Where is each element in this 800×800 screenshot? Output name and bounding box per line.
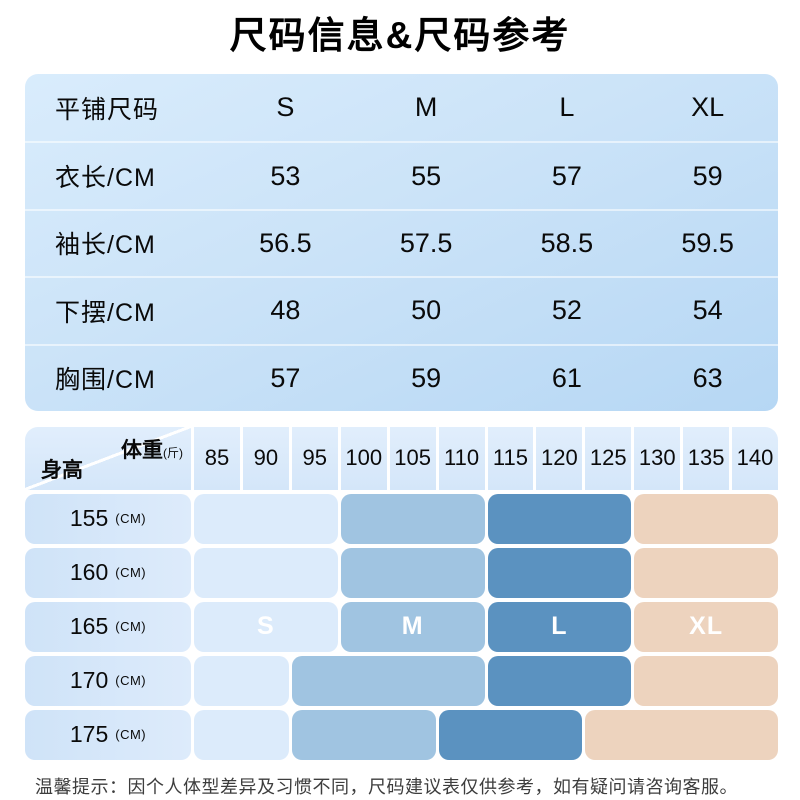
size-block-l: [438, 709, 583, 760]
size-block-xl: [634, 655, 778, 706]
size-block-m: [340, 493, 485, 544]
cell-value: 63: [692, 362, 723, 393]
size-block-xl: [585, 709, 778, 760]
weight-axis-label: 体重(斤): [121, 438, 183, 462]
cm-unit: (CM): [115, 673, 147, 689]
cell-value: 53: [270, 160, 301, 191]
page-title: 尺码信息&尺码参考: [229, 15, 571, 56]
size-column-m: M: [414, 92, 438, 123]
size-chart-page: 尺码信息&尺码参考 平铺尺码 S M L XL 衣长/CM 53 55 57 5…: [0, 13, 800, 800]
cell-value: 56.5: [259, 227, 312, 258]
weight-header-100: 100: [340, 426, 387, 490]
height-weight-matrix: 体重(斤) 身高 85 90 95 100 105 110 115 120 12…: [25, 426, 778, 760]
row-label: 下摆/CM: [55, 298, 156, 327]
cell-value: 52: [551, 295, 582, 326]
cm-unit: (CM): [115, 619, 147, 635]
size-block-l: [487, 493, 632, 544]
cell-value: 54: [692, 295, 723, 326]
cell-value: 57: [551, 160, 582, 191]
size-block-s: [194, 493, 338, 544]
cell-value: 50: [411, 295, 442, 326]
size-block-s: [194, 655, 289, 706]
size-block-xl-labeled: XL: [634, 601, 778, 652]
cell-value: 59: [692, 160, 723, 191]
row-label: 衣长/CM: [55, 164, 156, 193]
cell-value: 59.5: [681, 227, 734, 258]
cell-value: 58.5: [540, 227, 594, 258]
size-column-xl: XL: [691, 92, 725, 123]
table-row-sleeve-length: 袖长/CM 56.5 57.5 58.5 59.5: [25, 208, 778, 276]
flat-size-table: 平铺尺码 S M L XL 衣长/CM 53 55 57 59 袖长/CM 56…: [25, 74, 778, 411]
cell-value: 57: [270, 362, 301, 393]
size-column-l: L: [559, 92, 575, 123]
weight-header-110: 110: [438, 426, 485, 490]
row-label: 胸围/CM: [55, 366, 156, 395]
table-header-row: 平铺尺码 S M L XL: [25, 74, 778, 141]
weight-header-130: 130: [634, 426, 681, 490]
weight-unit: (斤): [163, 445, 183, 460]
weight-header-120: 120: [536, 426, 583, 490]
height-row-label-165: 165 (CM): [25, 601, 191, 652]
size-block-l: [487, 547, 632, 598]
table-row-hem: 下摆/CM 48 50 52 54: [25, 276, 778, 343]
weight-header-125: 125: [585, 426, 632, 490]
size-block-s: [194, 709, 289, 760]
cm-unit: (CM): [115, 511, 147, 527]
size-block-m-labeled: M: [340, 601, 485, 652]
size-block-m: [291, 655, 485, 706]
weight-header-105: 105: [389, 426, 436, 490]
cm-unit: (CM): [115, 565, 147, 581]
height-axis-label: 身高: [41, 458, 83, 482]
size-block-s: [194, 547, 338, 598]
size-block-l-labeled: L: [487, 601, 632, 652]
matrix-corner-cell: 体重(斤) 身高: [25, 426, 191, 490]
weight-header-140: 140: [732, 426, 778, 490]
cell-value: 48: [270, 295, 301, 326]
height-row-label-175: 175 (CM): [25, 709, 191, 760]
height-row-label-160: 160 (CM): [25, 547, 191, 598]
weight-header-135: 135: [683, 426, 730, 490]
size-block-l: [487, 655, 632, 706]
height-row-label-170: 170 (CM): [25, 655, 191, 706]
size-block-xl: [634, 547, 778, 598]
table-row-chest: 胸围/CM 57 59 61 63: [25, 343, 778, 411]
weight-header-85: 85: [194, 426, 240, 490]
cell-value: 61: [551, 362, 582, 393]
size-block-xl: [634, 493, 778, 544]
weight-header-95: 95: [291, 426, 338, 490]
row-label: 袖长/CM: [55, 231, 156, 260]
disclaimer-note: 温馨提示：因个人体型差异及习惯不同，尺码建议表仅供参考，如有疑问请咨询客服。: [35, 776, 738, 797]
size-column-s: S: [276, 92, 295, 123]
cm-unit: (CM): [115, 727, 147, 743]
cell-value: 57.5: [399, 227, 453, 258]
size-block-m: [340, 547, 485, 598]
height-row-label-155: 155 (CM): [25, 493, 191, 544]
flat-size-header-label: 平铺尺码: [55, 95, 160, 124]
weight-header-115: 115: [487, 426, 534, 490]
size-block-m: [291, 709, 436, 760]
cell-value: 55: [411, 160, 442, 191]
weight-header-90: 90: [242, 426, 289, 490]
cell-value: 59: [411, 362, 442, 393]
table-row-garment-length: 衣长/CM 53 55 57 59: [25, 141, 778, 208]
size-block-s-labeled: S: [194, 601, 338, 652]
